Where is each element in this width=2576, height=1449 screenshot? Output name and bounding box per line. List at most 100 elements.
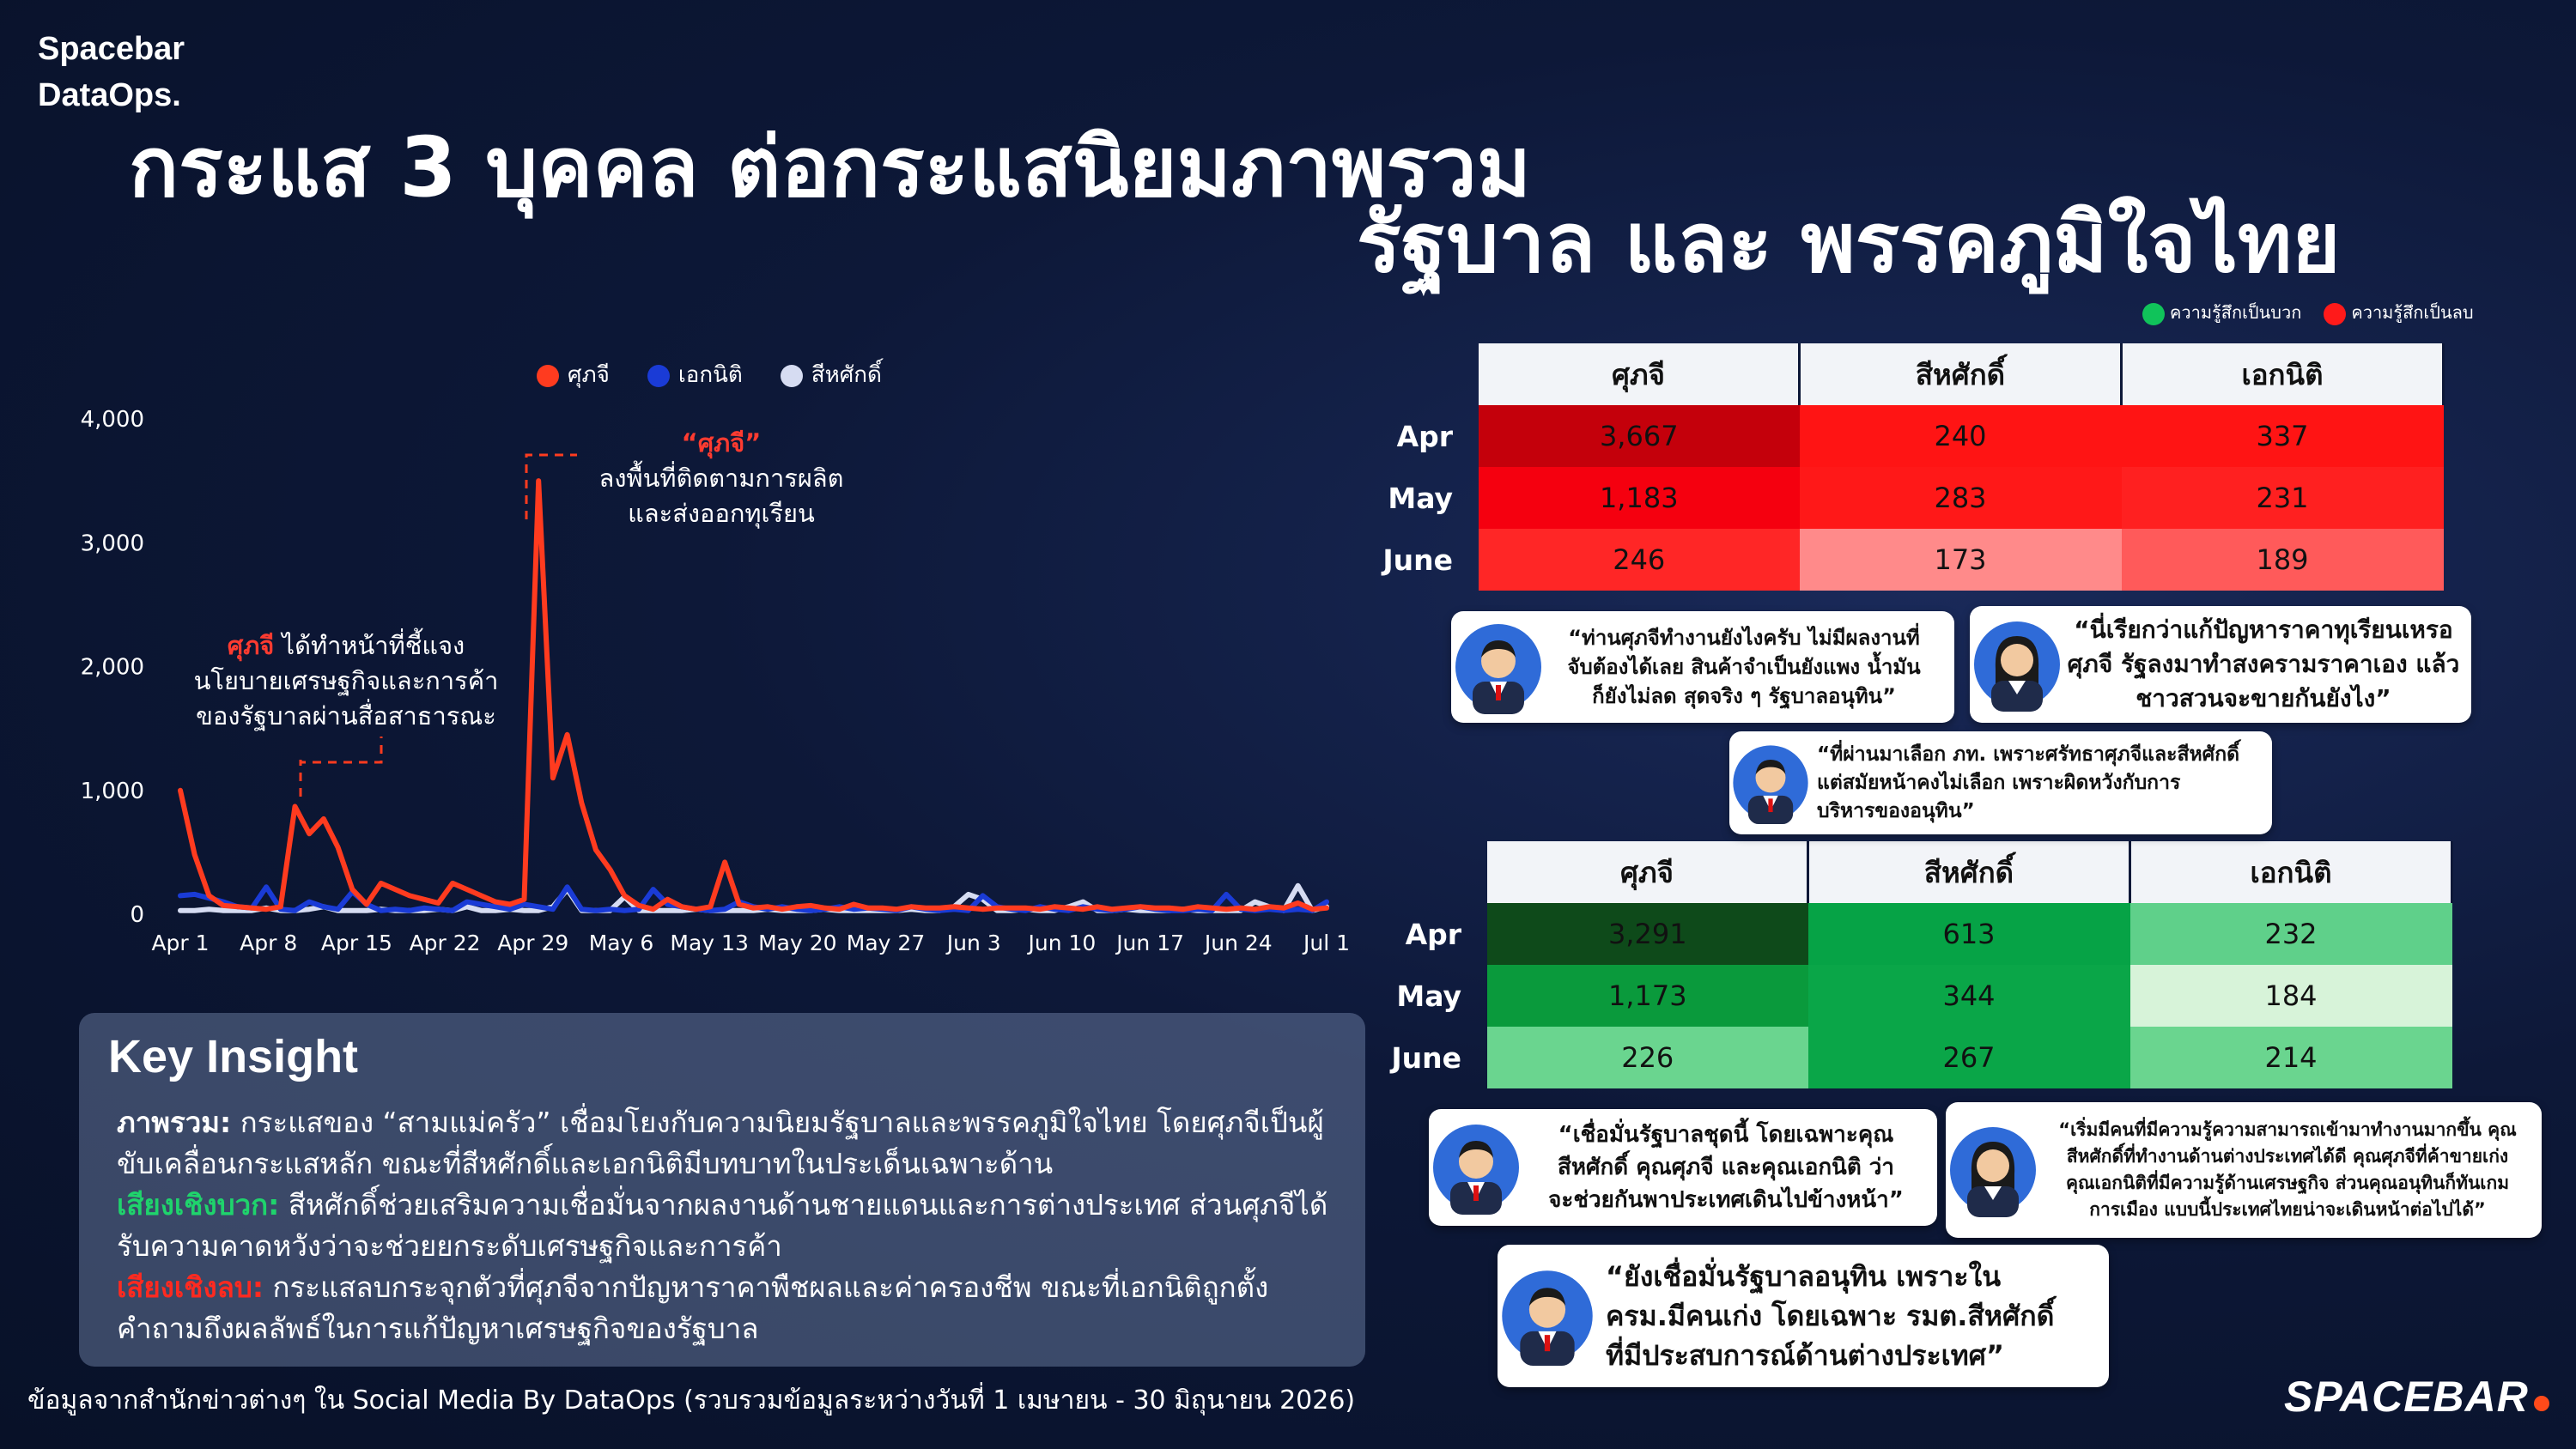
key-insight-panel: Key Insight ภาพรวม: กระแสของ “สามแม่ครัว… — [79, 1013, 1365, 1367]
annotation-durian-line2: และส่งออกทุเรียน — [628, 499, 815, 528]
negative_table-cell: 240 — [1799, 405, 2122, 467]
male-avatar-icon — [1455, 624, 1541, 714]
sentiment-legend: ความรู้สึกเป็นบวก ความรู้สึกเป็นลบ — [2142, 299, 2474, 326]
positive_table-row: June 226 267 214 — [1382, 1027, 2452, 1088]
negative-sentiment-table: ศุภจี สีหศักดิ์ เอกนิติ Apr 3,667 240 337 May 1,… — [1374, 343, 2445, 591]
x-tick-label: Jun 17 — [1115, 931, 1184, 955]
positive-dot-icon — [2142, 302, 2165, 325]
male-avatar-icon — [1433, 1125, 1519, 1215]
brand-line-2: DataOps. — [38, 77, 181, 113]
legend-item-sihasak: สีหศักดิ์ — [780, 357, 882, 392]
x-tick-label: Apr 15 — [321, 931, 392, 955]
brand-logo-text: Spacebar DataOps. — [38, 26, 185, 118]
peak-annotation-leader — [525, 453, 577, 519]
annotation-policy-name: ศุภจี — [227, 631, 275, 660]
negative_table-cell: 246 — [1479, 529, 1800, 591]
y-axis-ticks: 0 1,000 2,000 3,000 4,000 — [81, 407, 144, 928]
positive-sentiment-table: ศุภจี สีหศักดิ์ เอกนิติ Apr 3,291 613 232 May 1,… — [1382, 841, 2453, 1088]
positive_table-cell: 344 — [1807, 965, 2130, 1027]
female-avatar-icon — [1950, 1127, 2036, 1217]
x-tick-label: Apr 29 — [497, 931, 568, 955]
chart-legend: ศุภจี เอกนิติ สีหศักดิ์ — [537, 357, 882, 392]
chart-series-lines — [178, 478, 1329, 913]
positive_table-cell: 613 — [1807, 903, 2130, 965]
female-avatar-icon — [1974, 621, 2060, 712]
negative_table-row: May 1,183 283 231 — [1374, 467, 2444, 529]
insight-overview: ภาพรวม: กระแสของ “สามแม่ครัว” เชื่อมโยงก… — [117, 1106, 1324, 1180]
insight-negative: เสียงเชิงลบ: กระแสลบกระจุกตัวที่ศุภจีจาก… — [117, 1270, 1269, 1345]
annotation-policy: ศุภจี ได้ทำหน้าที่ชี้แจง นโยบายเศรษฐกิจแ… — [187, 628, 505, 734]
positive_table-col-header: ศุภจี — [1487, 841, 1809, 903]
apr-annotation-leader — [299, 737, 383, 797]
positive_table-cell: 267 — [1807, 1027, 2130, 1088]
source-note: ข้อมูลจากสำนักข่าวต่างๆ ใน Social Media … — [27, 1385, 1356, 1416]
legend-negative: ความรู้สึกเป็นลบ — [2324, 299, 2474, 326]
x-tick-label: May 27 — [847, 931, 925, 955]
insight-positive: เสียงเชิงบวก: สีหศักดิ์ช่วยเสริมความเชื่… — [117, 1188, 1328, 1263]
y-tick-label: 2,000 — [81, 655, 144, 681]
negative_table-col-header: ศุภจี — [1479, 343, 1801, 405]
positive_table-cell: 226 — [1487, 1027, 1808, 1088]
negative_table-col-header: สีหศักดิ์ — [1799, 343, 2123, 405]
series-dot-icon — [537, 364, 559, 387]
x-tick-label: May 20 — [758, 931, 836, 955]
male-avatar-icon — [1733, 745, 1808, 824]
annotation-durian: “ศุภจี” ลงพื้นที่ติดตามการผลิต และส่งออก… — [584, 426, 859, 531]
x-tick-label: Jun 3 — [945, 931, 1001, 955]
negative_table-row-label: May — [1388, 481, 1453, 515]
quote-card-negative-1: “ท่านศุภจีทำงานยังไงครับ ไม่มีผลงานที่ จ… — [1451, 611, 1954, 723]
negative_table-cell: 173 — [1799, 529, 2122, 591]
positive_table-row: May 1,173 344 184 — [1382, 965, 2452, 1027]
x-tick-label: May 6 — [589, 931, 654, 955]
quote-card-positive-3: “ยังเชื่อมั่นรัฐบาลอนุทิน เพราะใน ครม.มี… — [1498, 1245, 2109, 1387]
x-tick-label: Jun 24 — [1203, 931, 1273, 955]
positive_table-col-header: เอกนิติ — [2129, 841, 2453, 903]
positive_table-col-header: สีหศักดิ์ — [1807, 841, 2131, 903]
x-tick-label: Jun 10 — [1027, 931, 1097, 955]
negative_table-cell: 1,183 — [1479, 467, 1800, 529]
positive_table-cell: 232 — [2129, 903, 2452, 965]
y-tick-label: 4,000 — [81, 407, 144, 433]
negative_table-cell: 337 — [2121, 405, 2444, 467]
series-dot-icon — [780, 364, 803, 387]
y-tick-label: 1,000 — [81, 779, 144, 804]
annotation-leaders — [299, 453, 577, 797]
page-title-line-1: กระแส 3 บุคคล ต่อกระแสนิยมภาพรวม — [129, 119, 1532, 215]
positive_table-row-label: May — [1396, 979, 1461, 1013]
annotation-durian-line1: ลงพื้นที่ติดตามการผลิต — [598, 464, 844, 493]
quote-card-negative-2: “นี่เรียกว่าแก้ปัญหาราคาทุเรียนเหรอ ศุภจ… — [1970, 606, 2471, 723]
legend-item-supachee: ศุภจี — [537, 357, 610, 392]
negative_table-row: June 246 173 189 — [1374, 529, 2444, 591]
negative_table-row-label: June — [1382, 543, 1453, 577]
quote-card-positive-1: “เชื่อมั่นรัฐบาลชุดนี้ โดยเฉพาะคุณ สีหศั… — [1429, 1109, 1937, 1226]
x-tick-label: May 13 — [670, 931, 748, 955]
y-tick-label: 0 — [130, 902, 144, 928]
male-avatar-icon — [1502, 1270, 1593, 1366]
annotation-policy-line2: นโยบายเศรษฐกิจและการค้า — [193, 666, 499, 695]
legend-positive: ความรู้สึกเป็นบวก — [2142, 299, 2301, 326]
spacebar-logo: SPACEBAR — [2284, 1372, 2549, 1422]
positive_table-cell: 214 — [2129, 1027, 2452, 1088]
negative_table-cell: 189 — [2121, 529, 2444, 591]
x-tick-label: Apr 8 — [240, 931, 297, 955]
annotation-policy-line3: ของรัฐบาลผ่านสื่อสาธารณะ — [196, 701, 496, 731]
annotation-durian-name: “ศุภจี” — [681, 428, 762, 458]
positive_table-cell: 1,173 — [1487, 965, 1808, 1027]
series-dot-icon — [647, 364, 670, 387]
brand-line-1: Spacebar — [38, 31, 185, 67]
negative_table-cell: 3,667 — [1479, 405, 1800, 467]
insight-heading: Key Insight — [108, 1031, 359, 1082]
x-axis-ticks: Apr 1 Apr 8 Apr 15 Apr 22 Apr 29 May 6 May 13 M… — [151, 931, 1350, 955]
positive_table-row-label: June — [1391, 1040, 1461, 1075]
negative_table-col-header: เอกนิติ — [2121, 343, 2445, 405]
quote-card-positive-2: “เริ่มมีคนที่มีความรู้ความสามารถเข้ามาทำ… — [1946, 1102, 2542, 1238]
logo-dot-icon — [2533, 1396, 2549, 1411]
x-tick-label: Apr 1 — [151, 931, 209, 955]
negative_table-row-label: Apr — [1396, 419, 1453, 453]
positive_table-row-label: Apr — [1405, 917, 1461, 951]
negative_table-cell: 231 — [2121, 467, 2444, 529]
line-chart: 0 1,000 2,000 3,000 4,000 Apr 1 Apr 8 Apr 15 Ap… — [81, 407, 1350, 955]
negative_table-cell: 283 — [1799, 467, 2122, 529]
positive_table-row: Apr 3,291 613 232 — [1382, 903, 2452, 965]
y-tick-label: 3,000 — [81, 530, 144, 556]
